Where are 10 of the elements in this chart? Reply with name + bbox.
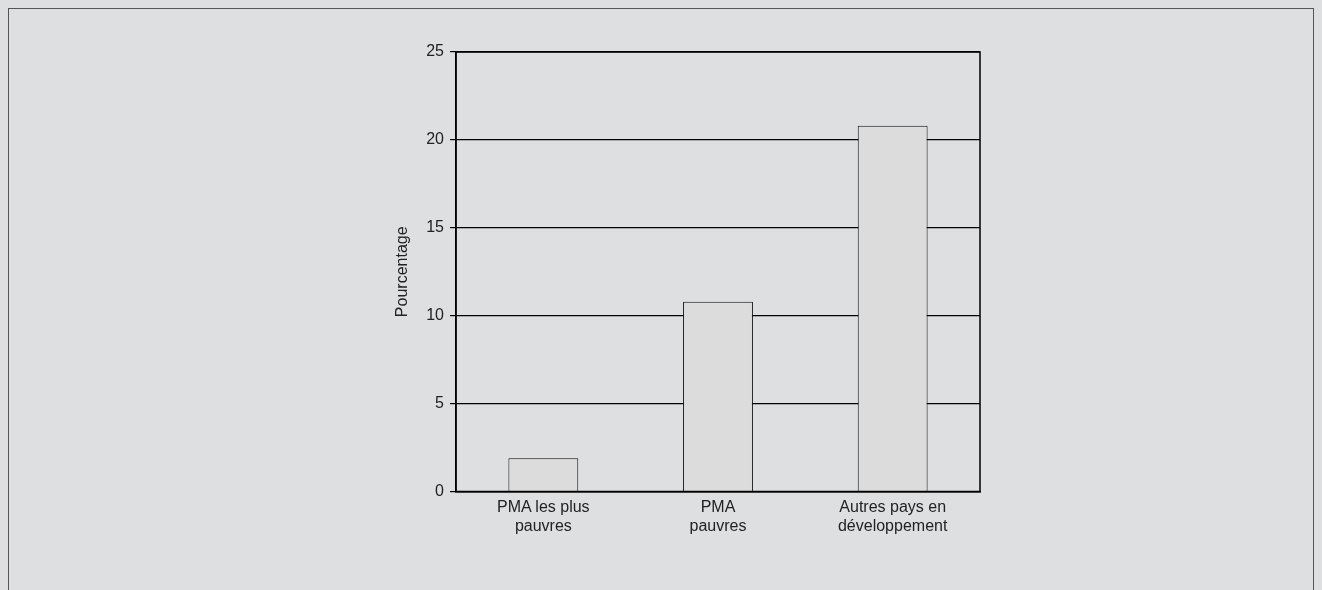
y-axis-title: Pourcentage <box>393 226 411 318</box>
y-tick-label: 5 <box>435 394 445 412</box>
x-tick-label: Autres pays en développement <box>837 497 948 534</box>
y-tick-label: 15 <box>426 218 445 236</box>
y-tick-label: 10 <box>426 306 445 324</box>
y-tick-label: 0 <box>435 482 445 500</box>
x-tick-label: PMA les plus pauvres <box>497 497 590 534</box>
x-tick-label: PMA pauvres <box>689 497 747 534</box>
y-tick-label: 20 <box>426 130 445 148</box>
y-tick-label: 25 <box>426 42 445 60</box>
